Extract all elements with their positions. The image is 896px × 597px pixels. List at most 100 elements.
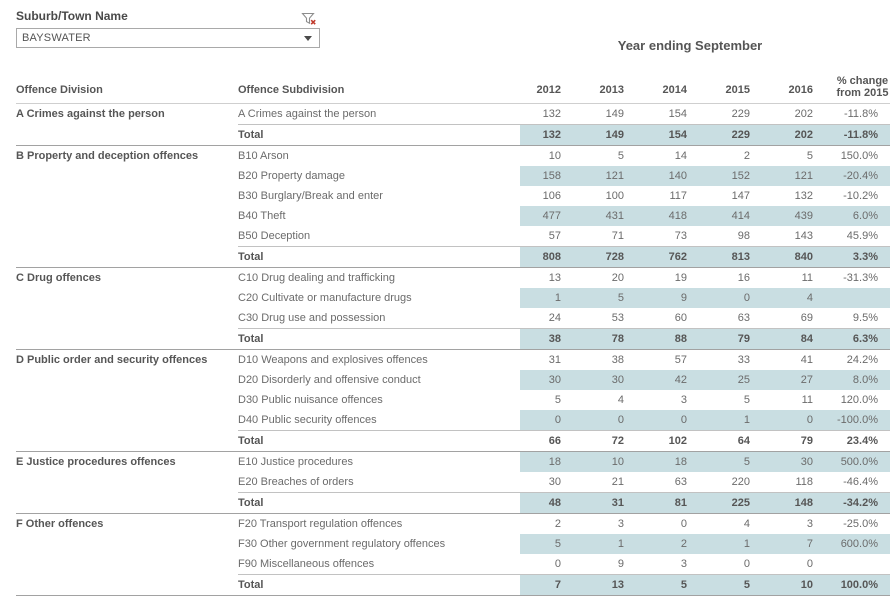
pct-change-value[interactable]: 150.0% — [835, 144, 890, 166]
value-2014[interactable]: 60 — [674, 311, 687, 324]
offence-subdivision-label[interactable]: C20 Cultivate or manufacture drugs — [238, 291, 412, 304]
value-2014[interactable]: 5 — [646, 573, 709, 595]
offence-division-label[interactable]: A Crimes against the person — [16, 107, 165, 120]
pct-change-value[interactable]: 45.9% — [846, 229, 878, 242]
offence-subdivision-label[interactable]: C30 Drug use and possession — [238, 311, 386, 324]
value-2014[interactable]: 2 — [646, 533, 709, 554]
value-2012[interactable]: 132 — [542, 107, 561, 120]
value-2012[interactable]: 0 — [554, 557, 561, 570]
value-2012[interactable]: 30 — [548, 475, 561, 488]
value-2014[interactable]: 140 — [646, 165, 709, 186]
value-2016[interactable]: 10 — [772, 573, 835, 595]
value-2015[interactable]: 98 — [737, 229, 750, 242]
value-2015[interactable]: 5 — [743, 393, 750, 406]
value-2014[interactable]: 73 — [674, 229, 687, 242]
value-2016[interactable]: 148 — [772, 491, 835, 513]
total-label[interactable]: Total — [238, 573, 520, 595]
value-2014[interactable]: 154 — [646, 123, 709, 145]
pct-change-value[interactable]: -10.2% — [843, 189, 878, 202]
pct-change-value[interactable]: 100.0% — [835, 573, 890, 595]
value-2015[interactable]: 64 — [709, 429, 772, 451]
offence-subdivision-label[interactable]: C10 Drug dealing and trafficking — [238, 266, 520, 288]
value-2015[interactable]: 152 — [709, 165, 772, 186]
value-2012[interactable]: 31 — [520, 348, 583, 370]
value-2013[interactable]: 53 — [611, 311, 624, 324]
value-2016[interactable]: 143 — [794, 229, 813, 242]
value-2014[interactable]: 57 — [646, 348, 709, 370]
value-2012[interactable]: 10 — [520, 144, 583, 166]
value-2014[interactable]: 3 — [680, 393, 687, 406]
value-2015[interactable]: 5 — [709, 450, 772, 472]
value-2013[interactable]: 38 — [583, 348, 646, 370]
offence-division-label[interactable]: D Public order and security offences — [16, 348, 238, 451]
value-2016[interactable]: 439 — [772, 205, 835, 226]
value-2015[interactable]: 813 — [709, 245, 772, 267]
value-2016[interactable]: 27 — [772, 369, 835, 390]
total-label[interactable]: Total — [238, 123, 520, 145]
value-2015[interactable]: 25 — [709, 369, 772, 390]
offence-subdivision-label[interactable]: A Crimes against the person — [238, 107, 377, 120]
value-2013[interactable]: 9 — [617, 557, 624, 570]
clear-filter-icon[interactable] — [300, 10, 318, 28]
pct-change-value[interactable]: 3.3% — [835, 245, 890, 267]
value-2016[interactable]: 11 — [772, 266, 835, 288]
value-2012[interactable]: 5 — [554, 393, 561, 406]
value-2012[interactable]: 132 — [520, 123, 583, 145]
value-2012[interactable]: 477 — [520, 205, 583, 226]
value-2013[interactable]: 431 — [583, 205, 646, 226]
value-2016[interactable]: 202 — [772, 123, 835, 145]
offence-subdivision-label[interactable]: F30 Other government regulatory offences — [238, 537, 446, 550]
value-2015[interactable]: 225 — [709, 491, 772, 513]
value-2013[interactable]: 21 — [611, 475, 624, 488]
pct-change-value[interactable]: -34.2% — [835, 491, 890, 513]
pct-change-value[interactable]: -11.8% — [835, 123, 890, 145]
offence-subdivision-label[interactable]: F90 Miscellaneous offences — [238, 557, 375, 570]
value-2016[interactable]: 118 — [795, 475, 813, 488]
value-2012[interactable]: 38 — [520, 327, 583, 349]
value-2014[interactable]: 18 — [646, 450, 709, 472]
offence-subdivision-label[interactable]: B50 Deception — [238, 229, 311, 242]
offence-subdivision-label[interactable]: E10 Justice procedures — [238, 450, 520, 472]
value-2012[interactable]: 1 — [520, 287, 583, 308]
value-2013[interactable]: 72 — [583, 429, 646, 451]
offence-division-label[interactable]: E Justice procedures offences — [16, 450, 238, 513]
pct-change-value[interactable]: 23.4% — [835, 429, 890, 451]
value-2014[interactable]: 117 — [669, 189, 687, 202]
value-2012[interactable]: 66 — [520, 429, 583, 451]
value-2013[interactable]: 5 — [583, 287, 646, 308]
value-2014[interactable]: 0 — [646, 512, 709, 534]
total-label[interactable]: Total — [238, 491, 520, 513]
value-2016[interactable]: 84 — [772, 327, 835, 349]
pct-change-value[interactable]: 600.0% — [835, 533, 890, 554]
value-2014[interactable]: 102 — [646, 429, 709, 451]
value-2015[interactable]: 0 — [709, 287, 772, 308]
pct-change-value[interactable]: 24.2% — [835, 348, 890, 370]
value-2015[interactable]: 16 — [709, 266, 772, 288]
value-2012[interactable]: 18 — [520, 450, 583, 472]
value-2012[interactable]: 158 — [520, 165, 583, 186]
value-2014[interactable]: 14 — [646, 144, 709, 166]
total-label[interactable]: Total — [238, 327, 520, 349]
offence-subdivision-label[interactable]: D20 Disorderly and offensive conduct — [238, 373, 421, 386]
value-2013[interactable]: 149 — [605, 107, 624, 120]
offence-subdivision-label[interactable]: B40 Theft — [238, 209, 286, 222]
value-2013[interactable]: 121 — [583, 165, 646, 186]
value-2012[interactable]: 808 — [520, 245, 583, 267]
value-2012[interactable]: 106 — [542, 189, 561, 202]
value-2015[interactable]: 4 — [709, 512, 772, 534]
value-2012[interactable]: 5 — [520, 533, 583, 554]
value-2014[interactable]: 762 — [646, 245, 709, 267]
value-2014[interactable]: 3 — [680, 557, 687, 570]
offence-subdivision-label[interactable]: E20 Breaches of orders — [238, 475, 354, 488]
value-2013[interactable]: 13 — [583, 573, 646, 595]
value-2015[interactable]: 1 — [709, 533, 772, 554]
pct-change-value[interactable] — [835, 287, 890, 308]
value-2015[interactable]: 0 — [743, 557, 750, 570]
total-label[interactable]: Total — [238, 245, 520, 267]
value-2014[interactable]: 418 — [646, 205, 709, 226]
value-2013[interactable]: 78 — [583, 327, 646, 349]
value-2016[interactable]: 69 — [800, 311, 813, 324]
value-2013[interactable]: 149 — [583, 123, 646, 145]
value-2016[interactable]: 41 — [772, 348, 835, 370]
value-2012[interactable]: 30 — [520, 369, 583, 390]
